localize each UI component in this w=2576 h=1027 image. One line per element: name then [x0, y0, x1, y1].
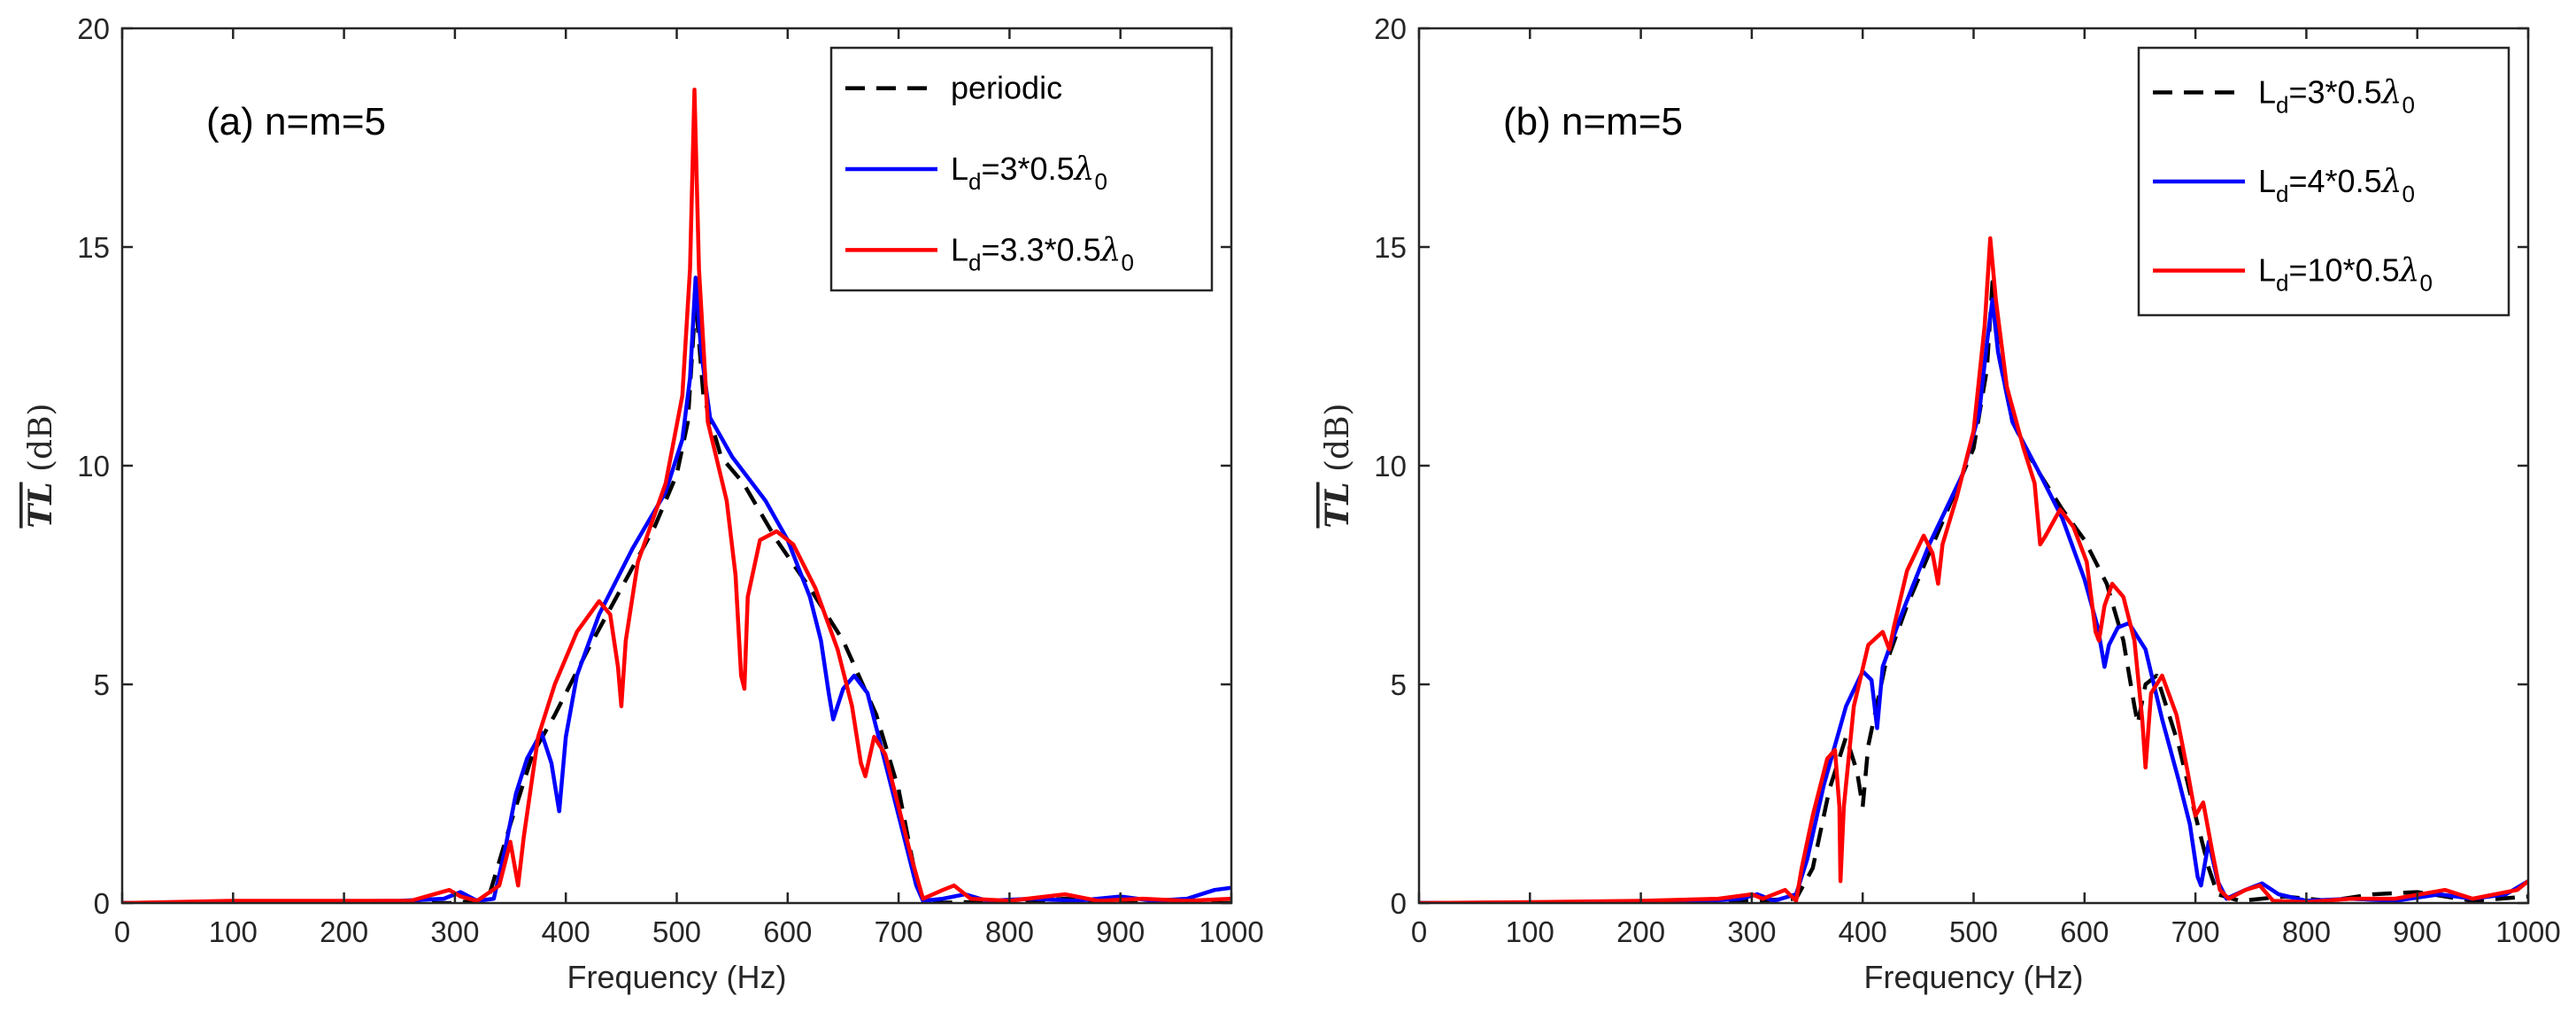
- x-tick-label: 300: [430, 915, 479, 948]
- x-tick-label: 200: [320, 915, 368, 948]
- chart-panel-2: 0 100 200 300 400 500 600 700 800 900 1000 0 5 10 15 20…: [1319, 12, 2561, 995]
- x-axis-label: Frequency (Hz): [1863, 959, 2083, 995]
- legend-label-3: Ld=10*0.5λ0: [2258, 252, 2433, 297]
- panel-label: (b) n=m=5: [1503, 100, 1683, 143]
- y-tick-label: 10: [77, 450, 110, 483]
- y-tick-label: 0: [1391, 887, 1407, 920]
- y-tick-label: 15: [1374, 231, 1407, 264]
- svg-text:TL (dB): TL (dB): [22, 403, 59, 528]
- series-line-3: [1419, 236, 2528, 903]
- svg-text:TL (dB): TL (dB): [1319, 403, 1356, 528]
- y-axis-label: TL (dB): [22, 403, 59, 528]
- x-tick-label: 700: [2171, 915, 2220, 948]
- x-tick-label: 700: [875, 915, 923, 948]
- x-tick-label: 600: [2060, 915, 2109, 948]
- x-tick-label: 600: [763, 915, 812, 948]
- y-tick-label: 5: [94, 668, 110, 701]
- x-tick-label: 300: [1727, 915, 1776, 948]
- y-tick-label: 5: [1391, 668, 1407, 701]
- chart-panel-1: 0 100 200 300 400 500 600 700 800 900 1000 0 5 10 15 20…: [22, 12, 1264, 995]
- series-line-3: [122, 87, 1231, 903]
- x-tick-label: 500: [1949, 915, 1998, 948]
- x-tick-label: 400: [1839, 915, 1887, 948]
- y-tick-label: 20: [1374, 12, 1407, 45]
- legend: periodic Ld=3*0.5λ0 Ld=3.3*0.5λ0: [829, 46, 1214, 292]
- x-tick-label: 100: [209, 915, 258, 948]
- x-tick-label: 100: [1506, 915, 1554, 948]
- x-tick-label: 1000: [2495, 915, 2560, 948]
- legend-label-1: periodic: [951, 70, 1062, 106]
- y-tick-label: 15: [77, 231, 110, 264]
- y-tick-label: 10: [1374, 450, 1407, 483]
- y-axis-label: TL (dB): [1319, 403, 1356, 528]
- legend-label-2: Ld=4*0.5λ0: [2258, 163, 2415, 207]
- legend-label-2: Ld=3*0.5λ0: [951, 151, 1107, 195]
- x-tick-label: 1000: [1199, 915, 1263, 948]
- legend: Ld=3*0.5λ0 Ld=4*0.5λ0 Ld=10*0.5λ0: [2137, 46, 2510, 317]
- series-line-2: [1419, 297, 2528, 903]
- x-tick-label: 0: [114, 915, 130, 948]
- x-axis-label: Frequency (Hz): [567, 959, 786, 995]
- x-tick-label: 400: [542, 915, 590, 948]
- x-tick-label: 200: [1616, 915, 1665, 948]
- x-tick-label: 900: [1096, 915, 1145, 948]
- legend-label-1: Ld=3*0.5λ0: [2258, 73, 2415, 118]
- legend-label-3: Ld=3.3*0.5λ0: [951, 231, 1134, 275]
- y-tick-label: 0: [94, 887, 110, 920]
- panel-label: (a) n=m=5: [206, 100, 386, 143]
- x-tick-label: 0: [1411, 915, 1427, 948]
- y-tick-label: 20: [77, 12, 110, 45]
- x-tick-label: 800: [985, 915, 1034, 948]
- x-tick-label: 500: [652, 915, 701, 948]
- x-tick-label: 900: [2393, 915, 2441, 948]
- x-tick-label: 800: [2282, 915, 2331, 948]
